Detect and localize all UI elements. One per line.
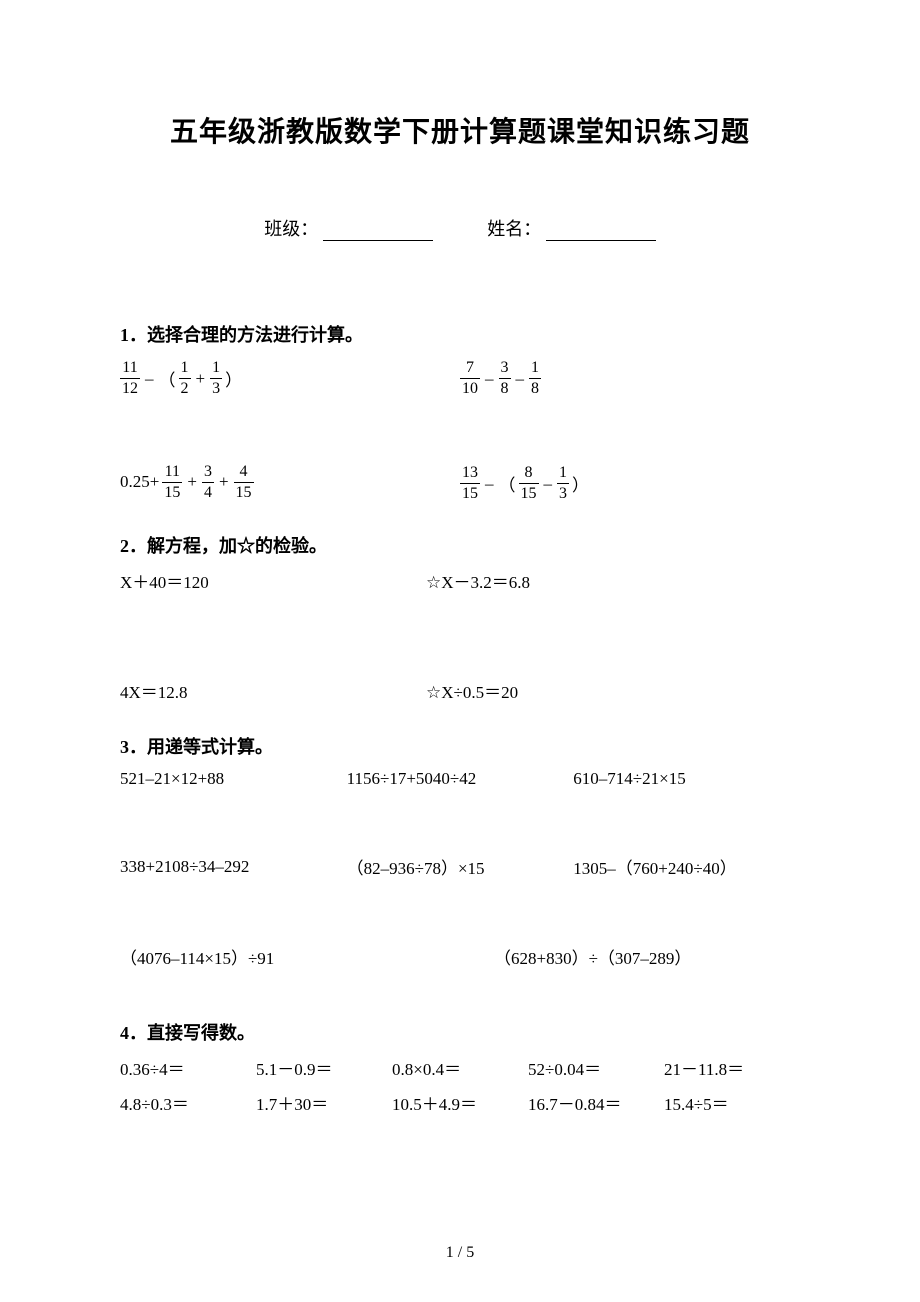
frac-num: 11 <box>120 360 140 379</box>
section-4: 4．直接写得数。 0.36÷4＝ 5.1－0.9＝ 0.8×0.4＝ 52÷0.… <box>120 1019 800 1115</box>
s4-row-2: 4.8÷0.3＝ 1.7＋30＝ 10.5＋4.9＝ 16.7－0.84＝ 15… <box>120 1090 800 1115</box>
paren: （ <box>499 471 516 496</box>
name-label: 姓名： <box>487 215 541 241</box>
s3-r1-b: 1156÷17+5040÷42 <box>347 769 574 789</box>
paren: ） <box>225 366 242 391</box>
frac-den: 15 <box>234 483 254 501</box>
name-blank[interactable] <box>546 223 656 241</box>
s1-r2-a: 0.25+ 1115 + 34 + 415 <box>120 464 460 501</box>
section-3: 3．用递等式计算。 521–21×12+88 1156÷17+5040÷42 6… <box>120 733 800 969</box>
s2-row-1: X＋40＝120 ☆X－3.2＝6.8 <box>120 568 800 593</box>
frac-den: 8 <box>529 379 541 397</box>
frac-num: 3 <box>499 360 511 379</box>
s1-row-2: 0.25+ 1115 + 34 + 415 1315 – （ 815 – 13 … <box>120 462 800 502</box>
section-4-heading: 4．直接写得数。 <box>120 1019 800 1045</box>
op: + <box>185 472 199 492</box>
s2-row-2: 4X＝12.8 ☆X÷0.5＝20 <box>120 678 800 703</box>
s4-r1-b: 5.1－0.9＝ <box>256 1055 392 1080</box>
section-3-heading: 3．用递等式计算。 <box>120 733 800 759</box>
frac-den: 2 <box>179 379 191 397</box>
s4-r2-b: 1.7＋30＝ <box>256 1090 392 1115</box>
s3-r1-c: 610–714÷21×15 <box>573 769 800 789</box>
frac-den: 12 <box>120 379 140 397</box>
frac-den: 3 <box>210 379 222 397</box>
page-number: 1 / 5 <box>0 1244 920 1262</box>
s2-r1-a: X＋40＝120 <box>120 568 426 593</box>
s4-r2-e: 15.4÷5＝ <box>664 1090 800 1115</box>
s4-row-1: 0.36÷4＝ 5.1－0.9＝ 0.8×0.4＝ 52÷0.04＝ 21－11… <box>120 1055 800 1080</box>
frac-num: 1 <box>529 360 541 379</box>
s3-row-3: （4076–114×15）÷91 （628+830）÷（307–289） <box>120 944 800 969</box>
op: + <box>194 369 208 389</box>
s3-r3-a: （4076–114×15）÷91 <box>120 944 494 969</box>
s1-r1-b: 710 – 38 – 18 <box>460 357 800 397</box>
op: – <box>143 369 156 389</box>
frac-den: 3 <box>557 484 569 502</box>
op: – <box>483 369 496 389</box>
s1-r2-b: 1315 – （ 815 – 13 ） <box>460 462 800 502</box>
s4-r1-a: 0.36÷4＝ <box>120 1055 256 1080</box>
section-1: 1．选择合理的方法进行计算。 1112 – （ 12 + 13 ） 710 – … <box>120 321 800 502</box>
s1-r1-a: 1112 – （ 12 + 13 ） <box>120 357 460 397</box>
frac-num: 8 <box>519 465 539 484</box>
s3-r2-c: 1305–（760+240÷40） <box>573 854 800 879</box>
s3-r2-b: （82–936÷78）×15 <box>347 854 574 879</box>
frac-num: 7 <box>460 360 480 379</box>
op: – <box>483 474 496 494</box>
s4-r1-d: 52÷0.04＝ <box>528 1055 664 1080</box>
s4-r2-c: 10.5＋4.9＝ <box>392 1090 528 1115</box>
op: + <box>217 472 231 492</box>
op: – <box>542 474 555 494</box>
op: – <box>514 369 527 389</box>
frac-num: 1 <box>210 360 222 379</box>
frac-num: 13 <box>460 465 480 484</box>
frac-num: 1 <box>557 465 569 484</box>
s3-row-1: 521–21×12+88 1156÷17+5040÷42 610–714÷21×… <box>120 769 800 789</box>
s1-row-1: 1112 – （ 12 + 13 ） 710 – 38 – 18 <box>120 357 800 397</box>
s3-r3-b: （628+830）÷（307–289） <box>494 944 800 969</box>
s2-r2-b: ☆X÷0.5＝20 <box>426 678 800 703</box>
s2-r1-b: ☆X－3.2＝6.8 <box>426 568 800 593</box>
s3-r2-a: 338+2108÷34–292 <box>120 857 347 877</box>
frac-num: 4 <box>234 464 254 483</box>
frac-num: 3 <box>202 464 214 483</box>
frac-den: 15 <box>519 484 539 502</box>
s4-r1-c: 0.8×0.4＝ <box>392 1055 528 1080</box>
section-2-heading: 2．解方程，加☆的检验。 <box>120 532 800 558</box>
worksheet-page: 五年级浙教版数学下册计算题课堂知识练习题 班级： 姓名： 1．选择合理的方法进行… <box>0 0 920 1302</box>
page-title: 五年级浙教版数学下册计算题课堂知识练习题 <box>120 110 800 150</box>
class-label: 班级： <box>264 215 318 241</box>
s4-r2-a: 4.8÷0.3＝ <box>120 1090 256 1115</box>
section-2: 2．解方程，加☆的检验。 X＋40＝120 ☆X－3.2＝6.8 4X＝12.8… <box>120 532 800 703</box>
s2-r2-a: 4X＝12.8 <box>120 678 426 703</box>
s3-r1-a: 521–21×12+88 <box>120 769 347 789</box>
s4-r2-d: 16.7－0.84＝ <box>528 1090 664 1115</box>
s4-r1-e: 21－11.8＝ <box>664 1055 800 1080</box>
frac-den: 8 <box>499 379 511 397</box>
frac-num: 1 <box>179 360 191 379</box>
paren: ） <box>572 471 589 496</box>
s3-row-2: 338+2108÷34–292 （82–936÷78）×15 1305–（760… <box>120 854 800 879</box>
frac-den: 15 <box>460 484 480 502</box>
meta-row: 班级： 姓名： <box>120 215 800 241</box>
section-1-heading: 1．选择合理的方法进行计算。 <box>120 321 800 347</box>
frac-den: 4 <box>202 483 214 501</box>
class-blank[interactable] <box>323 223 433 241</box>
frac-num: 11 <box>162 464 182 483</box>
frac-den: 15 <box>162 483 182 501</box>
frac-den: 10 <box>460 379 480 397</box>
paren: （ <box>159 366 176 391</box>
prefix-text: 0.25+ <box>120 472 159 492</box>
